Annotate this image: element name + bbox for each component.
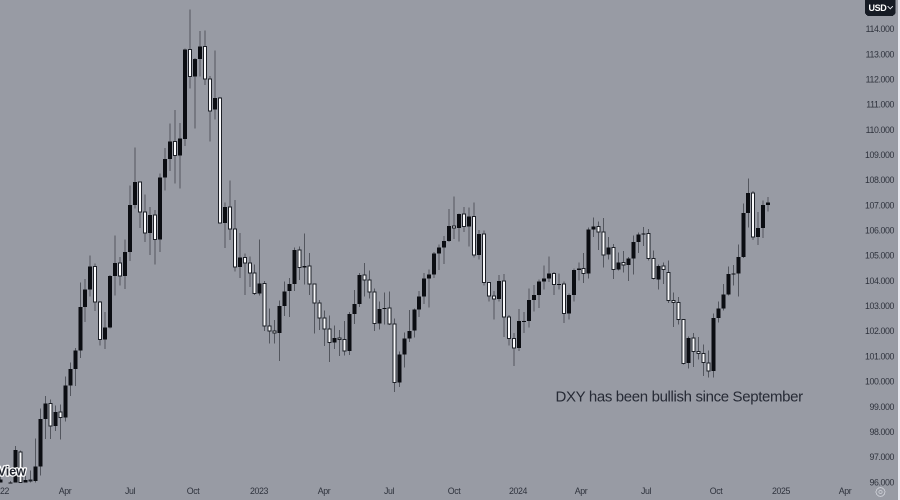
svg-text:USD: USD xyxy=(869,3,888,13)
svg-text:102.000: 102.000 xyxy=(865,326,895,336)
svg-text:106.000: 106.000 xyxy=(865,226,895,236)
svg-text:101.000: 101.000 xyxy=(865,351,895,361)
svg-text:109.000: 109.000 xyxy=(865,150,895,160)
svg-text:96.000: 96.000 xyxy=(869,477,894,487)
svg-text:108.000: 108.000 xyxy=(865,175,895,185)
svg-text:Apr: Apr xyxy=(318,486,331,496)
svg-text:104.000: 104.000 xyxy=(865,276,895,286)
svg-text:Jul: Jul xyxy=(641,486,651,496)
svg-text:TradingView: TradingView xyxy=(0,465,26,479)
svg-text:103.000: 103.000 xyxy=(865,301,895,311)
svg-text:Jul: Jul xyxy=(384,486,394,496)
svg-text:114.000: 114.000 xyxy=(866,24,895,34)
svg-text:2024: 2024 xyxy=(509,486,527,496)
svg-text:2025: 2025 xyxy=(772,486,790,496)
svg-text:Apr: Apr xyxy=(575,486,588,496)
svg-text:Apr: Apr xyxy=(839,486,852,496)
svg-text:2023: 2023 xyxy=(250,486,268,496)
svg-text:110.000: 110.000 xyxy=(866,125,895,135)
svg-text:98.000: 98.000 xyxy=(869,427,894,437)
svg-text:Oct: Oct xyxy=(187,486,200,496)
svg-text:112.000: 112.000 xyxy=(866,75,895,85)
svg-text:99.000: 99.000 xyxy=(869,402,894,412)
svg-text:Oct: Oct xyxy=(448,486,461,496)
svg-text:105.000: 105.000 xyxy=(865,251,895,261)
svg-text:2022: 2022 xyxy=(0,486,9,496)
svg-text:Oct: Oct xyxy=(710,486,723,496)
svg-text:111.000: 111.000 xyxy=(866,100,894,110)
svg-text:113.000: 113.000 xyxy=(866,49,895,59)
svg-text:Apr: Apr xyxy=(59,486,72,496)
svg-text:DXY has been bullish since Sep: DXY has been bullish since September xyxy=(556,389,804,406)
svg-text:97.000: 97.000 xyxy=(869,452,894,462)
svg-text:100.000: 100.000 xyxy=(865,377,895,387)
svg-text:Jul: Jul xyxy=(125,486,135,496)
svg-text:107.000: 107.000 xyxy=(865,200,895,210)
